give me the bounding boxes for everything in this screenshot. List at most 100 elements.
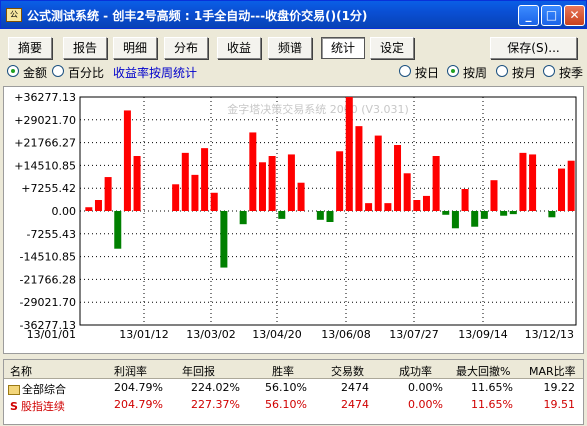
bar	[336, 151, 344, 211]
cell-max-drawdown: 11.65%	[471, 398, 513, 411]
y-tick-label: -14510.85	[20, 251, 76, 264]
x-tick-label: 13/06/08	[321, 328, 370, 341]
cell-profit-rate: 204.79%	[114, 398, 163, 411]
minimize-button[interactable]: _	[518, 5, 539, 26]
radio-amount[interactable]	[7, 65, 19, 77]
col-profit-rate[interactable]: 利润率	[114, 365, 147, 378]
col-name[interactable]: 名称	[10, 365, 32, 378]
tab-summary[interactable]: 摘要	[8, 37, 52, 59]
bar	[94, 200, 102, 211]
y-tick-label: +21766.27	[14, 137, 76, 150]
cell-max-drawdown: 11.65%	[471, 381, 513, 394]
tab-settings[interactable]: 设定	[370, 37, 414, 59]
chart-watermark: 金字塔决策交易系统 2000 (V3.031)	[227, 102, 409, 116]
row-name: 股指连续	[20, 400, 65, 413]
x-tick-label: 13/09/14	[458, 328, 507, 341]
cell-annual-return: 227.37%	[191, 398, 240, 411]
bar	[432, 156, 440, 211]
radio-by-month[interactable]	[496, 65, 508, 77]
bar	[345, 97, 353, 211]
bar	[403, 173, 411, 211]
col-annual-return[interactable]: 年回报	[182, 365, 215, 378]
radio-by-week[interactable]	[447, 65, 459, 77]
bar	[249, 132, 257, 211]
radio-by-day-label: 按日	[415, 66, 440, 80]
x-tick-label: 13/03/02	[186, 328, 235, 341]
cell-mar-ratio: 19.22	[543, 381, 576, 394]
radio-percent-label: 百分比	[68, 66, 105, 80]
col-win-rate[interactable]: 胜率	[272, 365, 294, 378]
bar	[297, 182, 305, 211]
bar	[172, 184, 180, 211]
bar	[471, 211, 479, 227]
title-bar[interactable]: 公 公式测试系统 - 创丰2号高频 : 1手全自动---收盘价交易()(1分) …	[0, 0, 587, 29]
y-tick-label: +36277.13	[14, 91, 76, 104]
save-button[interactable]: 保存(S)...	[490, 37, 577, 59]
bar	[422, 195, 430, 211]
tab-distribution[interactable]: 分布	[164, 37, 208, 59]
tab-profit[interactable]: 收益	[217, 37, 261, 59]
bar	[220, 211, 228, 268]
bar	[258, 162, 266, 211]
col-mar-ratio[interactable]: MAR比率	[529, 365, 576, 378]
table-row[interactable]: 全部综合 204.79% 224.02% 56.10% 2474 0.00% 1…	[4, 379, 583, 396]
bar	[85, 207, 93, 211]
x-tick-label: 13/01/12	[119, 328, 168, 341]
bar	[490, 180, 498, 211]
bar	[451, 211, 459, 229]
cell-success-rate: 0.00%	[408, 398, 443, 411]
close-button[interactable]: ✕	[564, 5, 585, 26]
weekly-profit-chart: +36277.13 +29021.70 +21766.27 +14510.85 +725…	[3, 86, 584, 354]
bar	[201, 148, 209, 211]
x-tick-label: 13/12/13	[525, 328, 574, 341]
bar	[287, 154, 295, 211]
tab-frequency[interactable]: 频谱	[268, 37, 312, 59]
bar	[558, 168, 566, 211]
bar	[316, 211, 324, 220]
bar	[442, 211, 450, 215]
options-row: 金额 百分比 收益率按周统计 按日 按周 按月 按季	[0, 62, 587, 82]
y-tick-label: +29021.70	[14, 114, 76, 127]
radio-percent[interactable]	[52, 65, 64, 77]
radio-by-day[interactable]	[399, 65, 411, 77]
bar	[326, 211, 334, 222]
col-trade-count[interactable]: 交易数	[331, 365, 364, 378]
window-title: 公式测试系统 - 创丰2号高频 : 1手全自动---收盘价交易()(1分)	[27, 9, 368, 23]
row-name: 全部综合	[22, 383, 66, 396]
radio-by-quarter[interactable]	[543, 65, 555, 77]
bar	[268, 156, 276, 211]
tab-stats[interactable]: 统计	[321, 37, 365, 59]
cell-trade-count: 2474	[341, 398, 369, 411]
x-tick-label: 13/07/27	[389, 328, 438, 341]
bar	[123, 110, 131, 211]
bar	[509, 211, 517, 215]
maximize-button[interactable]: □	[541, 5, 562, 26]
bar	[181, 152, 189, 211]
s-icon: S	[10, 400, 18, 413]
radio-by-week-label: 按周	[463, 66, 488, 80]
radio-amount-label: 金额	[23, 66, 48, 80]
col-max-drawdown[interactable]: 最大回撤%	[456, 365, 511, 378]
bar	[480, 211, 488, 219]
bar	[394, 145, 402, 211]
y-tick-label: -21766.28	[20, 273, 76, 286]
bar	[461, 189, 469, 211]
tab-report[interactable]: 报告	[63, 37, 107, 59]
weekly-yield-link[interactable]: 收益率按周统计	[113, 66, 198, 80]
y-tick-label: -29021.70	[20, 296, 76, 309]
app-icon: 公	[6, 8, 22, 22]
cell-trade-count: 2474	[341, 381, 369, 394]
table-row[interactable]: S 股指连续 204.79% 227.37% 56.10% 2474 0.00% …	[4, 396, 583, 413]
bar	[374, 135, 382, 211]
cell-win-rate: 56.10%	[265, 398, 307, 411]
bar	[114, 211, 122, 249]
tab-detail[interactable]: 明细	[113, 37, 157, 59]
radio-by-quarter-label: 按季	[559, 66, 584, 80]
col-success-rate[interactable]: 成功率	[399, 365, 432, 378]
bar	[413, 200, 421, 211]
bar	[133, 156, 141, 211]
bar	[529, 154, 537, 211]
y-tick-label: +14510.85	[14, 159, 76, 172]
bar	[239, 211, 247, 225]
cell-win-rate: 56.10%	[265, 381, 307, 394]
